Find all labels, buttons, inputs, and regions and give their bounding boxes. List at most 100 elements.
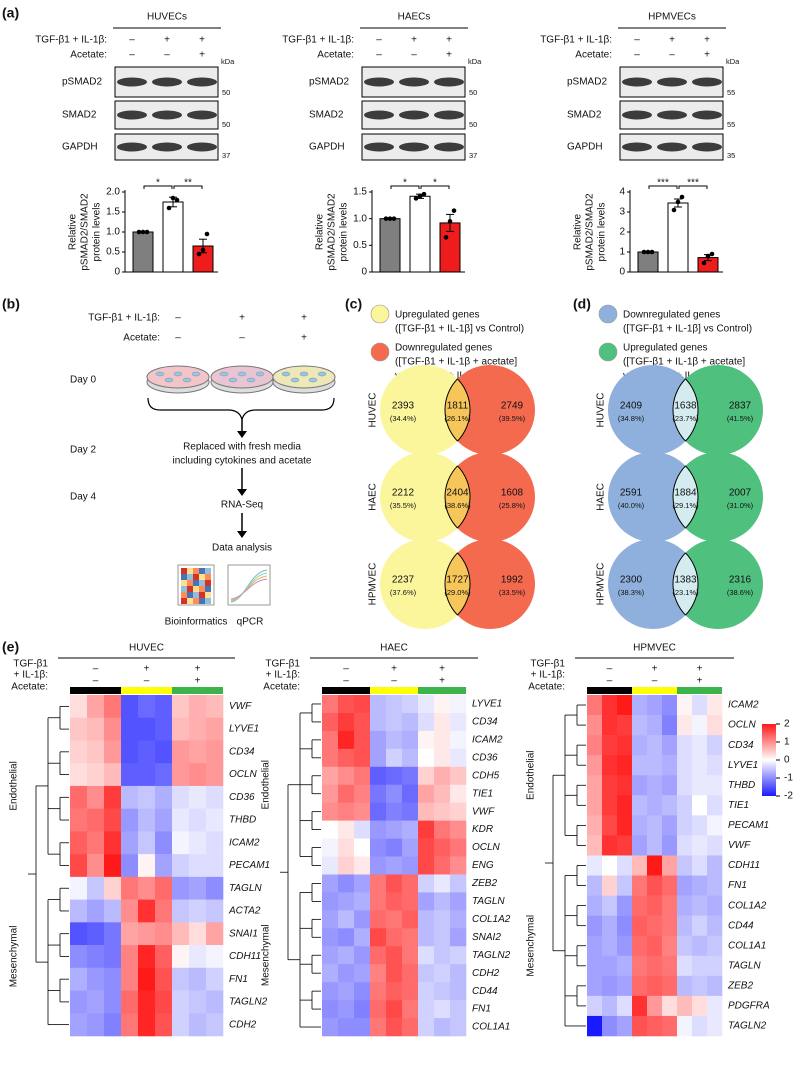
gene-label: FN1 bbox=[229, 974, 248, 985]
condition-label: TGF-β1 + IL-1β: bbox=[35, 35, 107, 46]
heatmap-cell bbox=[354, 748, 371, 768]
significance-label: ** bbox=[184, 178, 192, 189]
heatmap-cell bbox=[370, 928, 387, 947]
heatmap-cell bbox=[662, 715, 678, 736]
heatmap-cell bbox=[418, 730, 435, 750]
icon-curve bbox=[230, 575, 268, 601]
condition-label: TGF-β1 + IL-1β: bbox=[282, 35, 354, 46]
heatmap-cell bbox=[617, 975, 633, 997]
heatmap-cell bbox=[402, 838, 419, 857]
sample-group-bar bbox=[632, 687, 677, 694]
step-text: including cytokines and acetate bbox=[173, 456, 312, 467]
venn-count: 1638 bbox=[674, 401, 697, 412]
blot-band bbox=[364, 77, 394, 87]
heatmap-cell bbox=[587, 955, 603, 977]
heatmap-cell bbox=[647, 715, 663, 736]
heatmap-cell bbox=[418, 928, 435, 947]
kda-marker: 55 bbox=[727, 88, 735, 97]
heatmap-cell bbox=[677, 855, 693, 876]
heatmap-cell bbox=[338, 712, 355, 732]
significance-label: *** bbox=[687, 178, 699, 189]
heatmap-cell bbox=[692, 735, 708, 756]
heatmap-cell bbox=[647, 875, 663, 896]
heatmap-cell bbox=[338, 802, 355, 821]
venn-left bbox=[380, 539, 470, 629]
icon-cell bbox=[199, 598, 205, 604]
heatmap-cell bbox=[338, 982, 355, 1001]
heatmap-cell bbox=[338, 874, 355, 893]
heatmap-cell bbox=[322, 946, 339, 965]
method-label: Bioinformatics bbox=[165, 617, 228, 628]
heatmap-cell bbox=[632, 975, 648, 997]
heatmap-cell bbox=[434, 730, 451, 750]
heatmap-cell bbox=[338, 838, 355, 857]
heatmap-cell bbox=[206, 922, 224, 946]
heatmap-cell bbox=[104, 876, 122, 900]
arrow-head bbox=[237, 489, 247, 496]
heatmap-cell bbox=[354, 712, 371, 732]
heatmap-cell bbox=[138, 740, 156, 764]
heatmap-cell bbox=[172, 785, 190, 809]
blot-band bbox=[692, 77, 722, 87]
condition-label: Acetate: bbox=[317, 50, 354, 61]
gene-label: CDH2 bbox=[472, 968, 500, 979]
heatmap-cell bbox=[632, 835, 648, 856]
heatmap-cell bbox=[450, 892, 467, 911]
sample-group-bar bbox=[418, 687, 466, 694]
venn-count: 2837 bbox=[729, 401, 752, 412]
legend-swatch bbox=[370, 304, 390, 324]
gene-label: CDH11 bbox=[229, 951, 261, 962]
legend-text: ([TGF-β1 + IL-1β] vs Control) bbox=[395, 324, 524, 335]
heatmap-cell bbox=[189, 785, 207, 809]
heatmap-cell bbox=[602, 735, 618, 756]
heatmap-cell bbox=[386, 892, 403, 911]
group-label: Endothelial bbox=[261, 760, 272, 809]
blot-band bbox=[364, 110, 394, 120]
blot-band bbox=[434, 77, 464, 87]
heatmap-cell bbox=[354, 928, 371, 947]
venn-overlap-edge bbox=[673, 452, 699, 542]
heatmap-cell bbox=[121, 922, 139, 946]
heatmap-cell bbox=[138, 717, 156, 741]
legend-text: ([TGF-β1 + IL-1β] vs Control) bbox=[623, 324, 752, 335]
significance-label: *** bbox=[657, 178, 669, 189]
condition-sign: – bbox=[669, 50, 675, 61]
heatmap-cell bbox=[386, 766, 403, 786]
heatmap-cell bbox=[338, 856, 355, 875]
heatmap-cell bbox=[354, 856, 371, 875]
heatmap-cell bbox=[322, 838, 339, 857]
data-point bbox=[443, 235, 449, 240]
heatmap-cell bbox=[587, 815, 603, 836]
kda-marker: 35 bbox=[727, 151, 735, 160]
heatmap-cell bbox=[370, 1018, 387, 1037]
heatmap-cell bbox=[434, 748, 451, 768]
y-axis-label: pSMAD2/SMAD2 bbox=[327, 193, 338, 271]
heatmap-cell bbox=[632, 735, 648, 756]
heatmap-cell bbox=[662, 795, 678, 816]
heatmap-cell bbox=[386, 712, 403, 732]
venn-count: 1992 bbox=[501, 575, 524, 586]
venn-percent: (23.7%) bbox=[672, 414, 699, 423]
icon-cell bbox=[199, 586, 205, 592]
condition-label: TGF-β1 bbox=[13, 659, 48, 670]
cell bbox=[164, 377, 174, 383]
heatmap-cell bbox=[172, 763, 190, 787]
icon-cell bbox=[193, 580, 199, 586]
heatmap-cell bbox=[70, 922, 88, 946]
heatmap-cell bbox=[155, 785, 173, 809]
heatmap-cell bbox=[155, 831, 173, 855]
venn-count: 2316 bbox=[729, 575, 752, 586]
kda-marker: 37 bbox=[469, 151, 477, 160]
data-point bbox=[204, 231, 210, 237]
protein-label: SMAD2 bbox=[62, 110, 97, 121]
blot-band bbox=[152, 142, 182, 152]
heatmap-cell bbox=[206, 967, 224, 991]
condition-sign: – bbox=[164, 50, 170, 61]
heatmap-cell bbox=[434, 766, 451, 786]
blot-band bbox=[187, 142, 217, 152]
heatmap-cell bbox=[87, 922, 105, 946]
venn-percent: (37.6%) bbox=[390, 588, 417, 597]
gene-label: TAGLN bbox=[472, 896, 505, 907]
condition-sign: + bbox=[669, 35, 675, 46]
heatmap-cell bbox=[602, 975, 618, 997]
